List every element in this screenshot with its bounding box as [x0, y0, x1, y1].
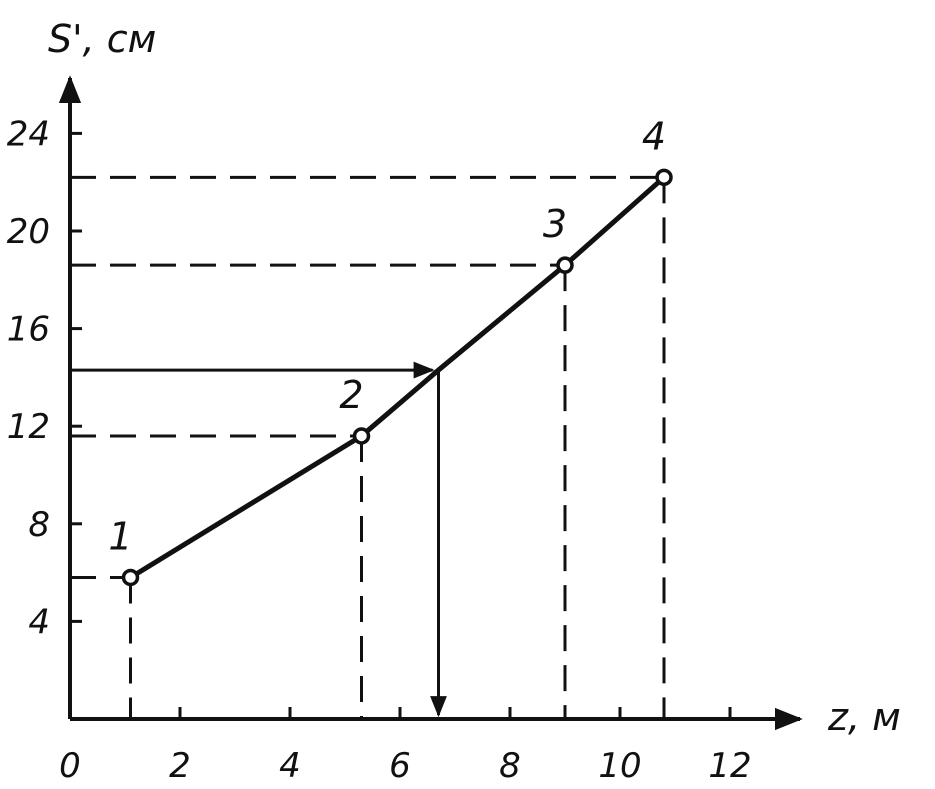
- x-tick-label: 2: [169, 746, 191, 786]
- x-tick-label: 4: [279, 746, 301, 786]
- x-tick-label: 12: [708, 746, 751, 786]
- axes-layer: [58, 75, 803, 731]
- label-layer: 1 2 3 4: [108, 114, 666, 558]
- x-tick-label: 8: [499, 746, 521, 786]
- data-point-label: 2: [339, 373, 363, 417]
- guide-layer: [70, 175, 666, 719]
- x-axis-title: z, м: [827, 695, 901, 739]
- y-tick-label: 16: [7, 310, 50, 350]
- data-point-marker: [352, 427, 371, 445]
- y-tick-label: 8: [28, 505, 50, 545]
- data-point-label: 1: [108, 514, 132, 558]
- data-point-label: 3: [543, 202, 567, 246]
- y-axis-title: S', см: [48, 17, 156, 61]
- y-tick-label: 12: [7, 407, 50, 447]
- x-tick-label: 10: [598, 746, 641, 786]
- data-point-marker: [121, 568, 140, 587]
- series-line: [129, 175, 666, 580]
- y-tick-label: 4: [28, 602, 50, 642]
- y-tick-label: 24: [7, 114, 50, 154]
- data-point-marker: [556, 256, 574, 274]
- data-point-marker: [655, 168, 673, 187]
- y-tick-label: 20: [7, 212, 50, 252]
- data-point-label: 4: [642, 114, 666, 158]
- series-layer: [121, 168, 673, 587]
- x-tick-label: 0: [59, 746, 81, 786]
- x-tick-label: 6: [389, 746, 411, 786]
